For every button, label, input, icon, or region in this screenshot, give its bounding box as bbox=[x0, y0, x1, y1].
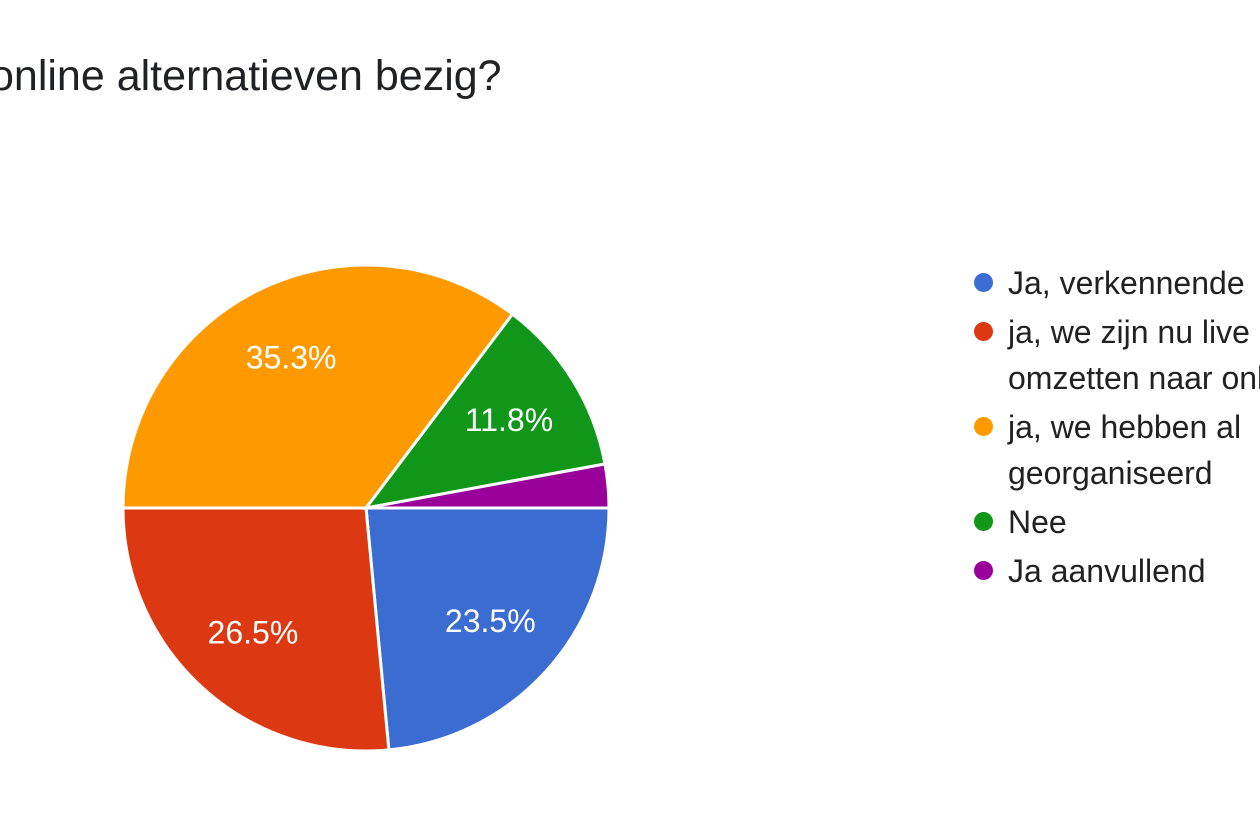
legend-item-4: Nee bbox=[974, 499, 1260, 545]
legend-color-dot-icon bbox=[974, 561, 993, 580]
legend-item-3: ja, we hebben al georganiseerd bbox=[974, 404, 1260, 496]
pie-slice-4[interactable] bbox=[362, 312, 607, 511]
chart-title: online alternatieven bezig? bbox=[0, 52, 502, 100]
legend-color-dot-icon bbox=[974, 273, 993, 292]
legend-color-dot-icon bbox=[974, 512, 993, 531]
pie-slice-percentage-label: 26.5% bbox=[208, 614, 299, 650]
legend-item-5: Ja aanvullend bbox=[974, 548, 1260, 594]
legend: Ja, verkennende ja, we zijn nu live omzet… bbox=[974, 260, 1260, 597]
legend-item-1: Ja, verkennende bbox=[974, 260, 1260, 306]
legend-color-dot-icon bbox=[974, 417, 993, 436]
legend-item-label: Nee bbox=[1008, 504, 1067, 540]
pie-slice-3[interactable] bbox=[121, 263, 515, 510]
pie-slice-1[interactable] bbox=[364, 506, 611, 752]
pie-labels-group: 23.5% 26.5% 35.3% 11.8% bbox=[208, 340, 554, 651]
pie-slice-5[interactable] bbox=[365, 462, 611, 510]
legend-item-label: ja, we hebben al georganiseerd bbox=[1008, 409, 1242, 491]
legend-item-2: ja, we zijn nu live omzetten naar onl bbox=[974, 309, 1260, 401]
legend-color-dot-icon bbox=[974, 322, 993, 341]
pie-slice-2[interactable] bbox=[121, 506, 391, 753]
legend-item-label: ja, we zijn nu live omzetten naar onl bbox=[1008, 314, 1260, 396]
pie-slices-group bbox=[121, 263, 611, 753]
pie-slice-percentage-label: 35.3% bbox=[246, 340, 337, 376]
pie-slice-percentage-label: 11.8% bbox=[465, 402, 553, 438]
pie-slice-percentage-label: 23.5% bbox=[445, 603, 536, 639]
legend-item-label: Ja, verkennende bbox=[1008, 265, 1245, 301]
legend-item-label: Ja aanvullend bbox=[1008, 553, 1206, 589]
